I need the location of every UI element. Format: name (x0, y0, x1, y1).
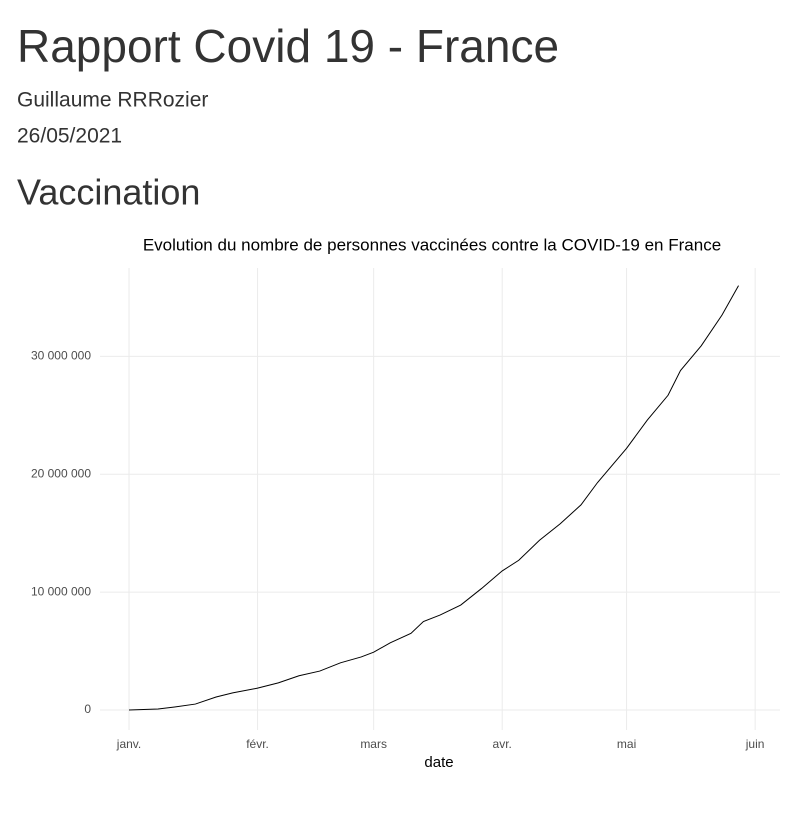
x-tick-label: mai (617, 737, 636, 751)
section-title: Vaccination (17, 172, 200, 213)
chart-title: Evolution du nombre de personnes vacciné… (143, 235, 721, 254)
y-tick-label: 10 000 000 (31, 584, 91, 598)
y-tick-label: 30 000 000 (31, 349, 91, 363)
y-tick-label: 0 (84, 702, 91, 716)
author: Guillaume RRRozier (17, 89, 208, 112)
x-tick-label: avr. (493, 737, 512, 751)
x-tick-label: juin (745, 737, 765, 751)
date: 26/05/2021 (17, 125, 122, 148)
x-tick-label: janv. (116, 737, 141, 751)
x-tick-label: mars (360, 737, 387, 751)
line (129, 285, 739, 711)
x-tick-label: févr. (246, 737, 269, 751)
report-title: Rapport Covid 19 - France (17, 20, 559, 72)
x-axis-label: date (424, 754, 453, 771)
y-tick-label: 20 000 000 (31, 466, 91, 480)
